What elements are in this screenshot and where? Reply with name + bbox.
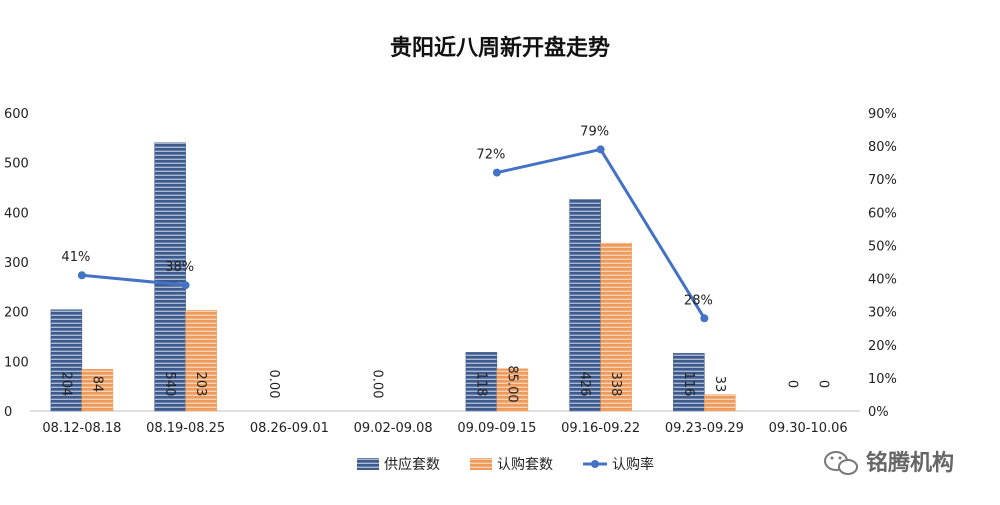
bar-supply [673, 353, 705, 412]
x-tick-label: 09.23-09.29 [665, 421, 744, 436]
bar-subscription [496, 368, 529, 412]
bar-labels: 204 540 0.00 0.00 118 426 116 0 84 203 85.00 338 33 0 [58, 365, 830, 402]
bar-value-label: 84 [89, 376, 104, 393]
right-axis: 0% 10% 20% 30% 40% 50% 60% 70% 80% 90% [868, 107, 897, 420]
chart-title: 贵阳近八周新开盘走势 [390, 35, 610, 61]
legend-label-rate: 认购率 [612, 456, 654, 473]
left-tick-label: 100 [4, 355, 29, 370]
bar-value-label: 338 [608, 372, 623, 397]
right-tick-label: 40% [868, 273, 897, 288]
left-tick-label: 300 [4, 256, 29, 271]
right-tick-label: 70% [868, 173, 897, 188]
rate-point [181, 281, 190, 290]
rate-point-label: 72% [476, 148, 505, 163]
left-tick-label: 200 [4, 306, 29, 321]
bar-value-label: 203 [193, 372, 208, 397]
bar-value-label: 426 [577, 372, 592, 397]
right-tick-label: 0% [868, 405, 889, 420]
right-tick-label: 50% [868, 239, 897, 254]
right-tick-label: 30% [868, 306, 897, 321]
legend-swatch-supply [357, 458, 379, 470]
rate-line: 41% 38% 72% 79% 28% [61, 124, 713, 323]
left-axis: 0 100 200 300 400 500 600 [4, 107, 29, 420]
watermark: 铭腾机构 [824, 450, 954, 476]
x-tick-label: 09.02-09.08 [354, 421, 433, 436]
rate-point [77, 271, 86, 280]
rate-point [700, 314, 709, 323]
legend-label-supply: 供应套数 [384, 456, 440, 473]
bar-subscription [185, 309, 217, 412]
bar-value-label: 0.00 [370, 370, 385, 399]
rate-point [596, 145, 605, 154]
rate-point [492, 168, 501, 177]
bar-value-label: 0.00 [266, 370, 281, 399]
x-axis: 08.12-08.18 08.19-08.25 08.26-09.01 09.02-0… [42, 421, 847, 436]
bar-supply [465, 352, 498, 412]
x-tick-label: 09.30-10.06 [769, 421, 848, 436]
bar-supply [154, 142, 186, 412]
bar-value-label: 33 [712, 376, 727, 393]
watermark-text: 铭腾机构 [866, 450, 954, 476]
bar-value-label: 85.00 [504, 365, 519, 402]
bars [50, 142, 736, 412]
right-tick-label: 60% [868, 206, 897, 221]
bar-value-label: 116 [681, 372, 696, 397]
legend-marker-rate [591, 460, 599, 468]
bar-supply [50, 309, 83, 412]
bar-subscription [704, 394, 736, 412]
bar-value-label: 0 [785, 380, 800, 388]
left-tick-label: 0 [4, 405, 12, 420]
x-tick-label: 09.16-09.22 [561, 421, 640, 436]
left-tick-label: 400 [4, 206, 29, 221]
bar-subscription [600, 242, 632, 412]
rate-line-segment [81, 273, 186, 287]
bar-subscription [81, 369, 114, 412]
x-tick-label: 08.19-08.25 [146, 421, 225, 436]
legend-label-subscription: 认购套数 [497, 457, 553, 473]
bar-value-label: 540 [162, 372, 177, 397]
left-tick-label: 600 [4, 107, 29, 122]
legend-swatch-subscription [470, 458, 492, 470]
right-tick-label: 10% [868, 372, 897, 387]
legend: 供应套数 认购套数 认购率 [357, 456, 654, 473]
rate-point-label: 28% [684, 293, 713, 308]
rate-point-label: 41% [61, 250, 90, 265]
bar-value-label: 118 [473, 372, 488, 397]
x-tick-label: 08.12-08.18 [42, 421, 121, 436]
rate-point-label: 38% [165, 260, 194, 275]
right-tick-label: 20% [868, 339, 897, 354]
wechat-icon [824, 451, 858, 475]
right-tick-label: 80% [868, 140, 897, 155]
bar-value-label: 204 [58, 372, 73, 397]
left-tick-label: 500 [4, 157, 29, 172]
rate-point-label: 79% [580, 124, 609, 139]
x-tick-label: 09.09-09.15 [457, 421, 536, 436]
right-tick-label: 90% [868, 107, 897, 122]
bar-value-label: 0 [816, 380, 831, 388]
x-tick-label: 08.26-09.01 [250, 421, 329, 436]
